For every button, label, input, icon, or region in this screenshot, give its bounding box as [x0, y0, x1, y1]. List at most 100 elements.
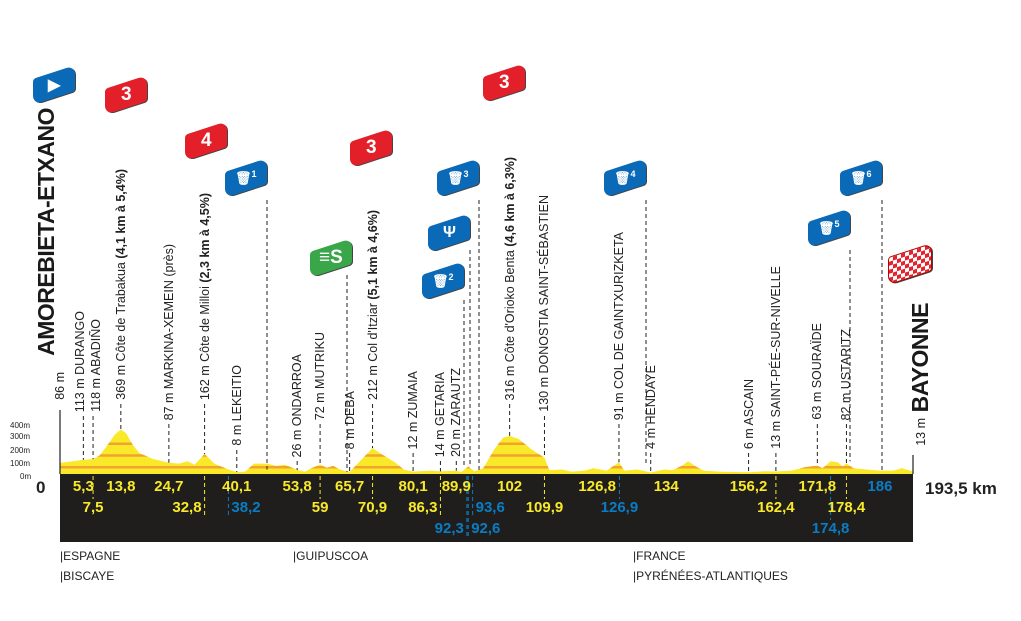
waste-bin-icon: 🗑4	[614, 169, 636, 186]
label-text: 26 m ONDARROA	[290, 353, 305, 458]
km-marker-label: 92,3	[434, 520, 464, 537]
climb-detail: (5,1 km à 4,6%)	[365, 210, 380, 304]
waste-bin-icon: 🗑1	[235, 169, 257, 186]
km-marker-label: 186	[867, 478, 893, 495]
km-marker-label: 59	[311, 499, 329, 516]
km-marker-label: 13,8	[106, 478, 136, 495]
climb-detail: (4,1 km à 5,4%)	[113, 169, 128, 263]
y-tick-label: 200m	[10, 446, 31, 455]
km-marker-label: 174,8	[811, 520, 850, 537]
km-marker-label: 40,1	[222, 478, 252, 495]
profile-area	[60, 429, 913, 474]
region-line: |BISCAYE	[60, 569, 115, 583]
label-text: 14 m GETARIA	[433, 371, 448, 457]
label-text: 20 m ZARAUTZ	[449, 368, 464, 457]
label-text: 12 m ZUMAIA	[406, 370, 421, 450]
label-text: 72 m MUTRIKU	[313, 331, 328, 420]
play-triangle-icon: ▶	[47, 77, 61, 94]
km-marker-label: 126,9	[600, 499, 639, 516]
kom-category: 3	[365, 137, 377, 159]
label-text: 82 m USTARITZ	[839, 328, 854, 420]
finish-town-name: BAYONNE	[907, 302, 933, 412]
waste-bin-icon: 🗑2	[432, 272, 454, 289]
km-marker-label: 178,4	[827, 499, 866, 516]
km-band	[60, 474, 913, 542]
town-label: 8 m DEBA	[342, 390, 357, 449]
label-text: 87 m MARKINA-XEMEIN (près)	[161, 243, 176, 420]
km-marker-label: 92,6	[471, 520, 501, 537]
town-label: 63 m SOURAÏDE	[810, 323, 825, 420]
km-marker-label: 93,6	[475, 499, 505, 516]
start-town-name: AMOREBIETA-ETXANO	[33, 108, 59, 356]
label-text: 4 m HENDAYE	[643, 365, 658, 449]
km-marker-label: 109,9	[525, 499, 564, 516]
town-label: 113 m DURANGO	[73, 310, 88, 412]
km-marker-label: 102	[497, 478, 523, 495]
label-text: 63 m SOURAÏDE	[810, 323, 825, 420]
label-text: 212 m Col d'Itziar	[365, 303, 380, 400]
km-marker-label: 7,5	[82, 499, 104, 516]
town-label: 82 m USTARITZ	[839, 328, 854, 420]
y-tick-label: 100m	[10, 459, 31, 468]
km-marker-label: 24,7	[154, 478, 184, 495]
town-label: 4 m HENDAYE	[643, 365, 658, 449]
label-text: 6 m ASCAIN	[741, 378, 756, 449]
label-text: 91 m COL DE GAINTXURIZKETA	[611, 231, 626, 420]
start-km-label: 0	[36, 478, 46, 497]
town-label: 87 m MARKINA-XEMEIN (près)	[161, 243, 176, 420]
region-label: |FRANCE |PYRÉNÉES-ATLANTIQUES	[633, 546, 788, 586]
town-label: 6 m ASCAIN	[741, 378, 756, 449]
waste-bin-icon: 🗑5	[818, 219, 840, 236]
km-marker-label: 5,3	[72, 478, 94, 495]
region-label: |ESPAGNE |BISCAYE	[60, 546, 120, 586]
y-tick-label: 0m	[20, 472, 32, 481]
km-marker-label: 156,2	[729, 478, 768, 495]
km-marker-label: 65,7	[335, 478, 365, 495]
waste-bin-icon: 🗑6	[850, 169, 872, 186]
km-marker-label: 80,1	[398, 478, 428, 495]
label-text: 13 m SAINT-PÉE-SUR-NIVELLE	[768, 266, 783, 449]
town-label: 26 m ONDARROA	[290, 353, 305, 458]
km-marker-label: 89,9	[441, 478, 471, 495]
town-label: 20 m ZARAUTZ	[449, 368, 464, 457]
total-distance-label: 193,5 km	[925, 479, 997, 498]
label-text: 8 m LEKEITIO	[229, 365, 244, 446]
town-label: 8 m LEKEITIO	[229, 365, 244, 446]
km-marker-label: 86,3	[408, 499, 438, 516]
km-marker-label: 70,9	[357, 499, 388, 516]
label-text: 316 m Côte d'Orioko Benta	[502, 249, 517, 400]
town-label: 13 m SAINT-PÉE-SUR-NIVELLE	[768, 266, 783, 449]
region-line: |FRANCE	[633, 549, 686, 563]
region-line: |GUIPUSCOA	[293, 549, 369, 563]
km-marker-label: 162,4	[757, 499, 795, 516]
label-text: 369 m Côte de Trabakua	[113, 262, 128, 400]
region-line: |PYRÉNÉES-ATLANTIQUES	[633, 569, 788, 583]
kom-category: 3	[498, 72, 510, 94]
label-text: 130 m DONOSTIA SAINT-SÉBASTIEN	[537, 195, 552, 412]
town-label: 72 m MUTRIKU	[313, 331, 328, 420]
label-text: 113 m DURANGO	[73, 310, 88, 412]
kom-category: 3	[120, 84, 132, 106]
region-line: |ESPAGNE	[60, 549, 121, 563]
y-tick-label: 300m	[10, 432, 31, 441]
label-text: 118 m ABADIÑO	[89, 319, 104, 412]
climb-label: 212 m Col d'Itziar (5,1 km à 4,6%)	[365, 210, 380, 400]
town-label: 118 m ABADIÑO	[89, 319, 104, 412]
waste-bin-icon: 🗑3	[447, 169, 469, 186]
climb-label: 369 m Côte de Trabakua (4,1 km à 5,4%)	[113, 169, 128, 400]
km-marker-label: 134	[653, 478, 679, 495]
km-marker-label: 171,8	[798, 478, 837, 495]
town-label: 14 m GETARIA	[433, 371, 448, 457]
start-altitude-label: 86 m	[53, 372, 67, 400]
km-marker-label: 38,2	[231, 499, 261, 516]
town-label: 130 m DONOSTIA SAINT-SÉBASTIEN	[537, 195, 552, 412]
km-marker-label: 126,8	[578, 478, 616, 495]
finish-altitude-label: 13 m	[914, 418, 928, 446]
climb-label: 162 m Côte de Milloi (2,3 km à 4,5%)	[198, 193, 212, 400]
fork-knife-icon: Ψ	[442, 224, 456, 242]
label-text: 8 m DEBA	[342, 390, 357, 449]
climb-detail: (4,6 km à 6,3%)	[502, 156, 517, 250]
y-tick-label: 400m	[10, 421, 31, 430]
km-marker-label: 53,8	[282, 478, 312, 495]
